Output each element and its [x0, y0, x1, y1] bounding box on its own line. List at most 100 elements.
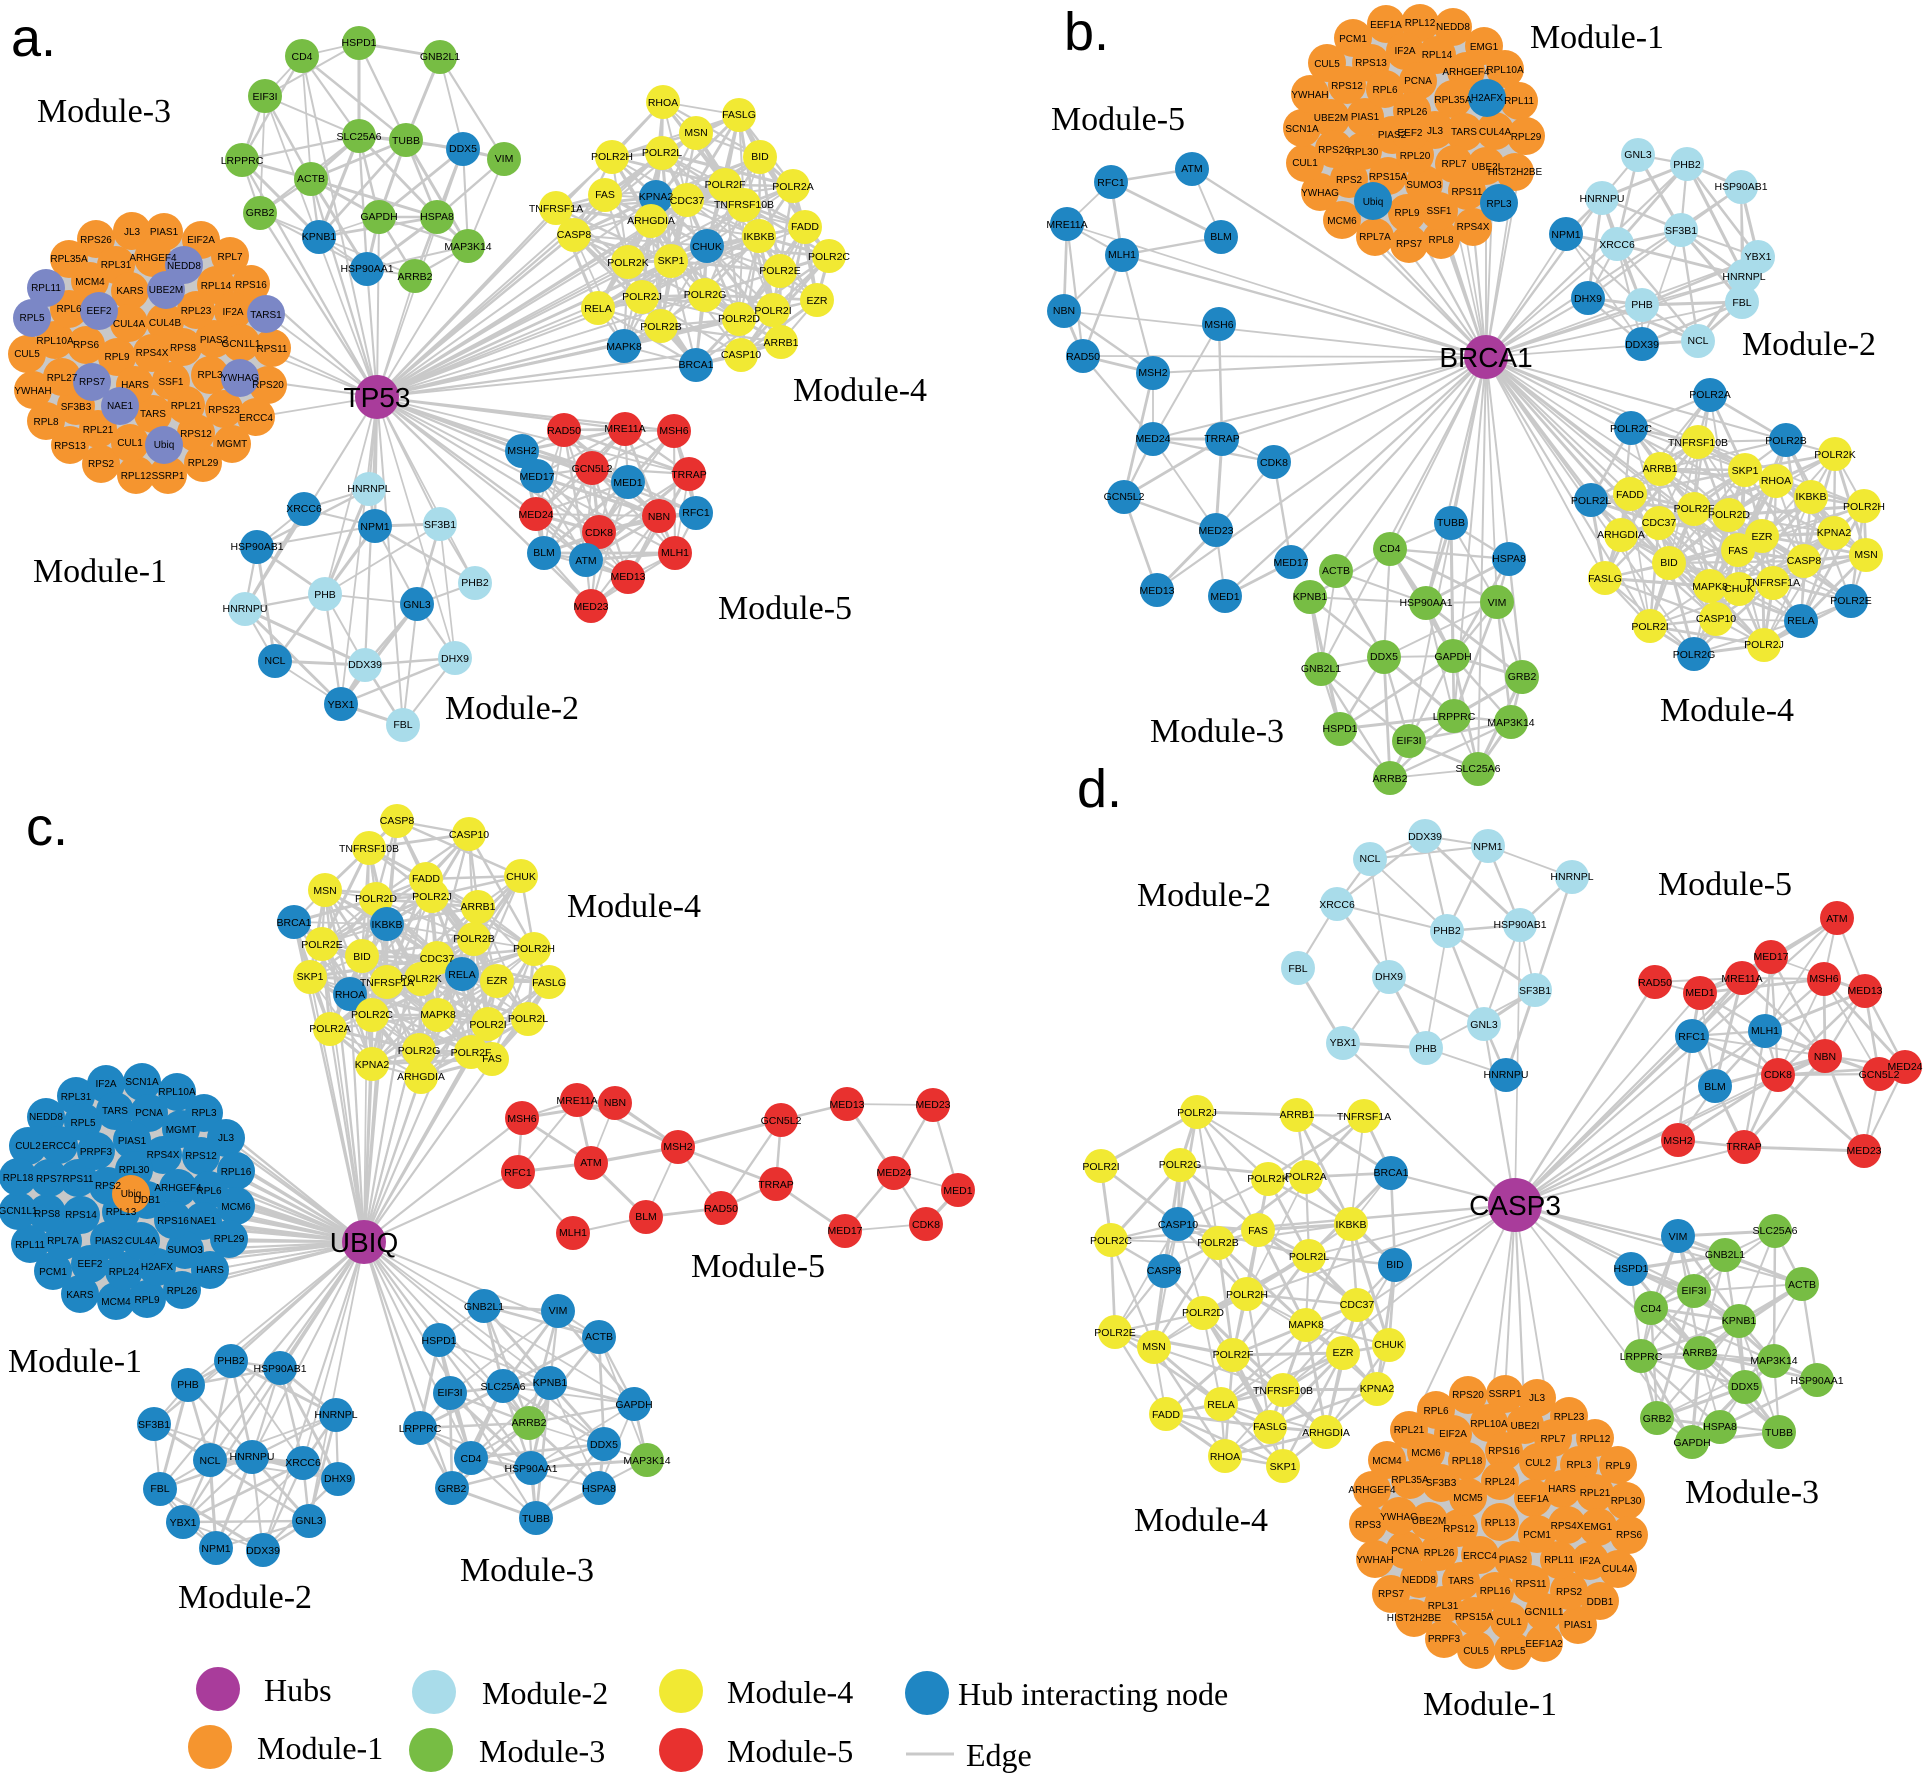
svg-text:CASP10: CASP10	[1696, 613, 1736, 625]
svg-text:RPL8: RPL8	[1428, 235, 1453, 246]
svg-text:POLR2L: POLR2L	[508, 1013, 548, 1025]
svg-text:POLR2D: POLR2D	[1182, 1307, 1224, 1319]
svg-text:EIF3I: EIF3I	[1681, 1285, 1706, 1297]
svg-text:DDX39: DDX39	[348, 659, 382, 671]
svg-text:POLR2I: POLR2I	[469, 1019, 506, 1031]
svg-text:Module-5: Module-5	[1051, 101, 1185, 138]
svg-text:JL3: JL3	[124, 227, 141, 238]
svg-text:MCM4: MCM4	[101, 1297, 131, 1308]
svg-text:PIAS2: PIAS2	[1499, 1555, 1528, 1566]
svg-text:MSH6: MSH6	[507, 1113, 536, 1125]
svg-text:NBN: NBN	[648, 511, 670, 523]
svg-text:MAPK8: MAPK8	[1288, 1319, 1324, 1331]
svg-text:POLR2E: POLR2E	[759, 265, 800, 277]
svg-text:RPS15A: RPS15A	[1369, 172, 1408, 183]
svg-text:RFC1: RFC1	[1678, 1031, 1706, 1043]
svg-text:POLR2C: POLR2C	[351, 1009, 393, 1021]
svg-text:SKP1: SKP1	[297, 971, 324, 983]
svg-text:NEDD8: NEDD8	[1402, 1575, 1436, 1586]
svg-text:POLR2K: POLR2K	[1247, 1173, 1288, 1185]
svg-text:MED13: MED13	[829, 1099, 864, 1111]
svg-text:RPL11: RPL11	[1544, 1555, 1574, 1566]
svg-text:FADD: FADD	[1616, 489, 1644, 501]
svg-text:RPS12: RPS12	[1443, 1524, 1475, 1535]
svg-text:EIF3I: EIF3I	[1396, 735, 1421, 747]
svg-text:FBL: FBL	[1732, 297, 1751, 309]
svg-text:RPL7A: RPL7A	[1359, 232, 1391, 243]
svg-text:GCN1L1: GCN1L1	[222, 339, 261, 350]
svg-text:EEF1A: EEF1A	[1517, 1494, 1549, 1505]
svg-text:PRPF3: PRPF3	[80, 1147, 113, 1158]
svg-text:NEDD8: NEDD8	[167, 261, 201, 272]
svg-text:MAPK8: MAPK8	[420, 1009, 456, 1021]
svg-text:RPL35A: RPL35A	[1391, 1475, 1429, 1486]
svg-text:GCN5L2: GCN5L2	[761, 1115, 802, 1127]
svg-text:Module-3: Module-3	[1685, 1474, 1819, 1511]
svg-text:MSH6: MSH6	[659, 425, 688, 437]
svg-text:VIM: VIM	[1488, 597, 1507, 609]
svg-text:HARS: HARS	[121, 380, 149, 391]
svg-text:RPS11: RPS11	[1452, 187, 1483, 198]
svg-text:EMG1: EMG1	[1470, 42, 1499, 53]
svg-text:CHUK: CHUK	[1724, 583, 1754, 595]
svg-text:RPL27: RPL27	[47, 373, 78, 384]
svg-text:SCN1A: SCN1A	[1285, 124, 1319, 135]
svg-text:TARS1: TARS1	[250, 310, 282, 321]
svg-text:RPS26: RPS26	[1318, 145, 1350, 156]
svg-text:ARHGEF4: ARHGEF4	[129, 253, 177, 264]
svg-text:CUL1: CUL1	[1292, 158, 1318, 169]
svg-text:POLR2F: POLR2F	[705, 179, 746, 191]
svg-text:TNFRSF10B: TNFRSF10B	[714, 199, 774, 211]
svg-text:RPS8: RPS8	[170, 343, 197, 354]
svg-text:ARHGDIA: ARHGDIA	[397, 1071, 445, 1083]
svg-text:POLR2G: POLR2G	[398, 1045, 441, 1057]
svg-text:Module-1: Module-1	[1530, 19, 1664, 56]
svg-text:POLR2A: POLR2A	[1285, 1171, 1326, 1183]
svg-text:RPS4X: RPS4X	[136, 348, 169, 359]
svg-text:PIAS1: PIAS1	[1351, 112, 1380, 123]
svg-text:NPM1: NPM1	[1551, 229, 1580, 241]
svg-text:RPS7: RPS7	[79, 377, 106, 388]
svg-text:POLR2H: POLR2H	[591, 151, 633, 163]
svg-text:MED24: MED24	[1887, 1061, 1922, 1073]
svg-text:RPL5: RPL5	[70, 1118, 95, 1129]
svg-text:GAPDH: GAPDH	[1434, 651, 1471, 663]
svg-text:HSPA8: HSPA8	[1492, 553, 1526, 565]
svg-text:RAD50: RAD50	[547, 425, 581, 437]
svg-text:PIAS2: PIAS2	[1378, 130, 1407, 141]
svg-text:POLR2H: POLR2H	[1226, 1289, 1268, 1301]
svg-text:NCL: NCL	[199, 1455, 220, 1467]
svg-text:Module-2: Module-2	[178, 1579, 312, 1616]
svg-text:RPS4X: RPS4X	[1551, 1521, 1584, 1532]
svg-text:POLR2D: POLR2D	[1708, 509, 1750, 521]
svg-text:ARHGEF4: ARHGEF4	[1442, 67, 1490, 78]
svg-text:KPNB1: KPNB1	[302, 231, 337, 243]
svg-text:POLR2K: POLR2K	[400, 973, 441, 985]
svg-text:Module-5: Module-5	[727, 1733, 853, 1769]
svg-text:CD4: CD4	[291, 51, 312, 63]
svg-text:MSH2: MSH2	[1138, 367, 1167, 379]
svg-text:MSH2: MSH2	[663, 1141, 692, 1153]
svg-text:EZR: EZR	[1752, 531, 1773, 543]
svg-text:GRB2: GRB2	[1508, 671, 1537, 683]
svg-text:POLR2I: POLR2I	[1631, 621, 1668, 633]
svg-text:LRPPRC: LRPPRC	[221, 155, 264, 167]
svg-text:RPS16: RPS16	[157, 1216, 189, 1227]
svg-text:POLR2E: POLR2E	[301, 939, 342, 951]
svg-text:TARS: TARS	[140, 409, 166, 420]
svg-text:POLR2B: POLR2B	[1765, 435, 1806, 447]
svg-text:RPS11: RPS11	[1516, 1579, 1547, 1590]
svg-text:PHB: PHB	[314, 589, 336, 601]
svg-text:YBX1: YBX1	[170, 1517, 197, 1529]
svg-text:POLR2B: POLR2B	[453, 933, 494, 945]
svg-text:BID: BID	[1386, 1259, 1404, 1271]
svg-text:MLH1: MLH1	[661, 547, 689, 559]
svg-text:ARHGEF4: ARHGEF4	[154, 1183, 202, 1194]
svg-text:MCM4: MCM4	[75, 277, 105, 288]
svg-text:KPNA2: KPNA2	[1817, 527, 1852, 539]
svg-text:RPL21: RPL21	[1580, 1488, 1611, 1499]
svg-text:PHB2: PHB2	[1673, 159, 1701, 171]
svg-text:RHOA: RHOA	[1761, 475, 1791, 487]
svg-text:RPS14: RPS14	[65, 1210, 97, 1221]
svg-text:RPL8: RPL8	[33, 417, 58, 428]
